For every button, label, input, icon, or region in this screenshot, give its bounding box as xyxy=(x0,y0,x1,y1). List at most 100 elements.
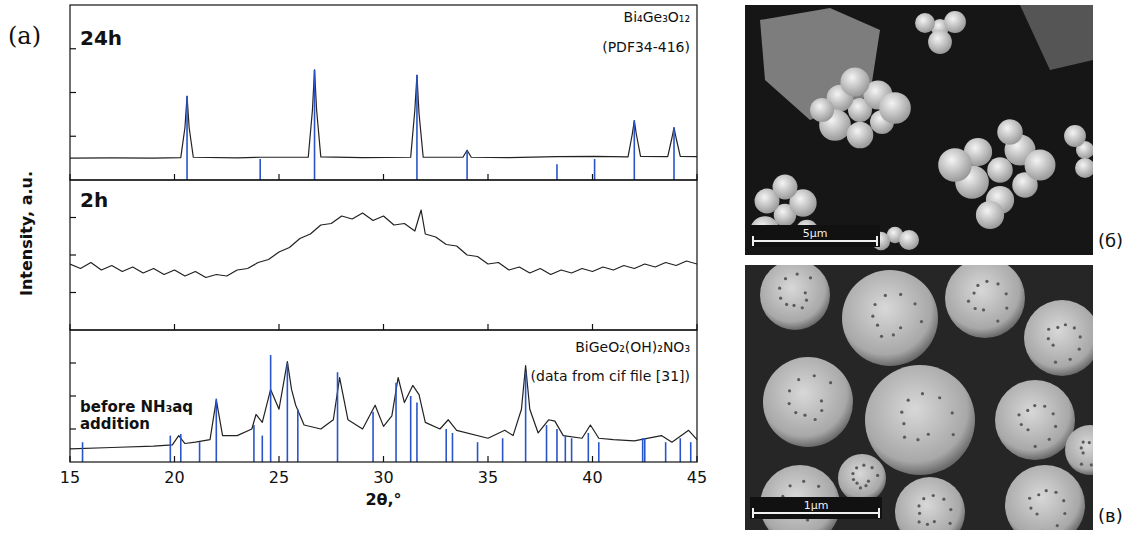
reference-line xyxy=(170,436,172,462)
sem-image: 1µm (в) xyxy=(745,258,1123,534)
texture xyxy=(1017,413,1020,416)
texture xyxy=(996,319,999,322)
texture xyxy=(907,399,910,402)
x-tick xyxy=(383,174,384,180)
x-tick-label: 45 xyxy=(687,468,707,487)
texture xyxy=(814,418,817,421)
label-patch xyxy=(78,25,124,51)
texture xyxy=(1054,425,1057,428)
text-line: before NH₃aq xyxy=(80,398,193,416)
reference-line xyxy=(644,438,646,462)
reference-line xyxy=(546,425,548,462)
particle xyxy=(997,119,1023,145)
sphere xyxy=(895,477,965,530)
x-tick xyxy=(592,174,593,180)
reference-line xyxy=(556,429,558,462)
label-patch xyxy=(78,187,110,213)
sphere xyxy=(838,454,886,502)
x-tick-label: 25 xyxy=(269,468,289,487)
reference-line xyxy=(525,372,527,462)
texture xyxy=(813,374,816,377)
reference-line xyxy=(556,164,558,180)
sphere xyxy=(945,265,1025,338)
sem-content xyxy=(745,5,1093,255)
panel-letter: (a) xyxy=(8,22,41,50)
texture xyxy=(1069,358,1072,361)
scale-patch xyxy=(750,497,882,519)
pattern-line xyxy=(70,362,697,449)
texture xyxy=(796,273,799,276)
texture xyxy=(1064,323,1067,326)
scale-text: 1µm xyxy=(804,499,829,512)
reference-line xyxy=(633,121,635,181)
image-letter: (в) xyxy=(1098,505,1123,526)
x-tick xyxy=(696,174,697,180)
texture xyxy=(867,480,870,483)
marks xyxy=(70,355,697,462)
texture xyxy=(809,276,812,279)
texture xyxy=(985,280,988,283)
texture xyxy=(1082,440,1085,443)
phase-annotation: (PDF34-416) xyxy=(602,39,690,55)
reference-line xyxy=(261,436,263,462)
pattern-line xyxy=(70,70,697,158)
texture xyxy=(805,299,808,302)
label-patch xyxy=(78,397,195,434)
texture xyxy=(903,436,906,439)
texture xyxy=(1081,451,1084,454)
particle xyxy=(976,201,1004,229)
texture xyxy=(902,422,905,425)
texture xyxy=(918,520,921,523)
texture xyxy=(1080,463,1083,466)
particle xyxy=(899,230,919,250)
reference-line xyxy=(253,425,255,462)
text-line: 2h xyxy=(80,188,108,212)
figure: (a)24hBi₄Ge₃O₁₂(PDF34-416)2hIntensity, a… xyxy=(0,0,1133,534)
texture xyxy=(1005,306,1008,309)
texture xyxy=(921,392,924,395)
reference-line xyxy=(416,75,418,180)
label-patch xyxy=(573,338,692,356)
texture xyxy=(803,414,806,417)
texture xyxy=(855,482,858,485)
y-tick xyxy=(70,292,76,293)
panel-title: 2h xyxy=(80,188,108,212)
scale-bar-end xyxy=(876,236,878,246)
texture xyxy=(1037,493,1040,496)
reference-line xyxy=(410,396,412,462)
texture xyxy=(789,484,792,487)
phase-annotation: BiGeO₂(OH)₂NO₃ xyxy=(575,339,690,355)
texture xyxy=(851,472,854,475)
xrd-panel: 24hBi₄Ge₃O₁₂(PDF34-416) xyxy=(70,5,697,180)
reference-line xyxy=(477,442,479,462)
texture xyxy=(1048,438,1051,441)
texture xyxy=(1062,499,1065,502)
texture xyxy=(1034,445,1037,448)
plot-frame xyxy=(70,5,697,180)
texture xyxy=(1054,361,1057,364)
x-tick-label: 15 xyxy=(60,468,80,487)
texture xyxy=(949,508,952,511)
x-tick xyxy=(696,324,697,330)
marks xyxy=(70,210,697,278)
texture xyxy=(784,277,787,280)
texture xyxy=(976,284,979,287)
particle xyxy=(1025,150,1056,181)
flat-particle xyxy=(1020,5,1093,70)
texture xyxy=(892,333,895,336)
x-tick-label: 40 xyxy=(582,468,602,487)
y-tick xyxy=(70,48,76,49)
text-line: addition xyxy=(80,415,150,433)
particle xyxy=(928,30,952,54)
texture xyxy=(864,484,867,487)
texture xyxy=(1052,412,1055,415)
x-axis-title: 2θ,° xyxy=(365,490,401,509)
text-line: 24h xyxy=(80,26,122,50)
reference-line xyxy=(297,409,299,462)
texture xyxy=(918,512,921,515)
label-patch xyxy=(622,8,692,26)
reference-line xyxy=(642,438,644,462)
reference-line xyxy=(395,383,397,462)
texture xyxy=(1005,292,1008,295)
texture xyxy=(927,433,930,436)
